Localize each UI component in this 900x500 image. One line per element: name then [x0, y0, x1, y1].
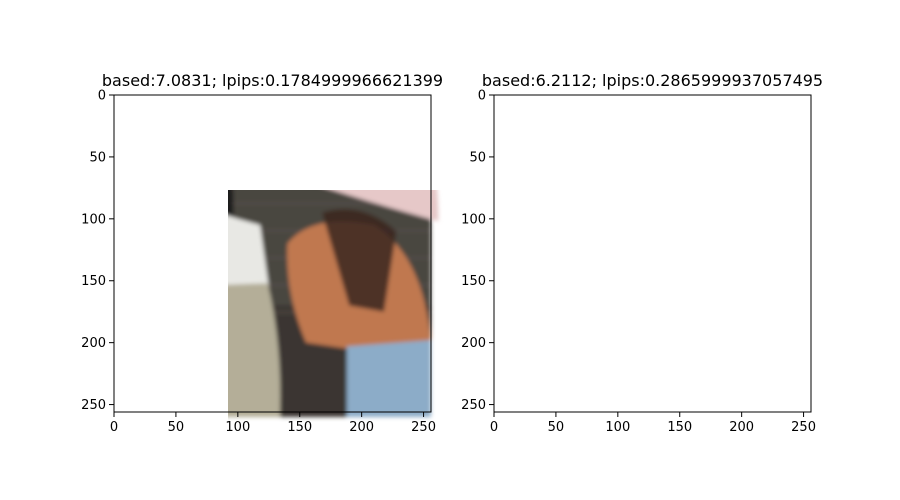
y-tick-label: 100: [81, 212, 106, 227]
y-tick-label: 100: [461, 212, 486, 227]
beige-pants-region: [548, 283, 660, 417]
x-tick-label: 200: [729, 420, 754, 435]
x-tick-label: 50: [168, 420, 185, 435]
x-tick-label: 250: [791, 420, 816, 435]
y-tick-label: 150: [461, 274, 486, 289]
axes-frame: [493, 94, 812, 413]
x-tick-label: 0: [110, 420, 118, 435]
x-tick-label: 0: [490, 420, 498, 435]
orange-shirt-region: [667, 221, 811, 348]
umbrella-region: [613, 96, 819, 221]
blue-jeans-region: [727, 340, 811, 417]
y-tick-label: 250: [81, 398, 106, 413]
y-tick-label: 50: [469, 150, 486, 165]
x-tick-label: 50: [548, 420, 565, 435]
y-tick-label: 0: [98, 89, 106, 104]
x-tick-label: 150: [667, 420, 692, 435]
background-wall: [494, 95, 811, 412]
x-tick-label: 200: [349, 420, 374, 435]
white-top-region: [228, 215, 269, 290]
hair-region: [228, 190, 234, 256]
beige-pants-region: [228, 283, 281, 417]
x-tick-label: 100: [225, 420, 250, 435]
x-tick-label: 250: [411, 420, 436, 435]
y-tick-label: 200: [461, 336, 486, 351]
blue-jeans-region: [346, 340, 431, 417]
y-tick-label: 0: [478, 89, 486, 104]
y-tick-label: 200: [81, 336, 106, 351]
hair-region: [546, 116, 613, 256]
chart-title: based:6.2112; lpips:0.2865999937057495: [482, 71, 823, 90]
white-top-region: [526, 200, 649, 293]
x-tick-label: 100: [605, 420, 630, 435]
y-tick-label: 150: [81, 274, 106, 289]
x-tick-label: 150: [287, 420, 312, 435]
axes-frame: [113, 94, 432, 413]
chart-title: based:7.0831; lpips:0.1784999966621399: [102, 71, 443, 90]
y-tick-label: 50: [89, 150, 106, 165]
y-tick-label: 250: [461, 398, 486, 413]
umbrella-region: [332, 190, 439, 222]
